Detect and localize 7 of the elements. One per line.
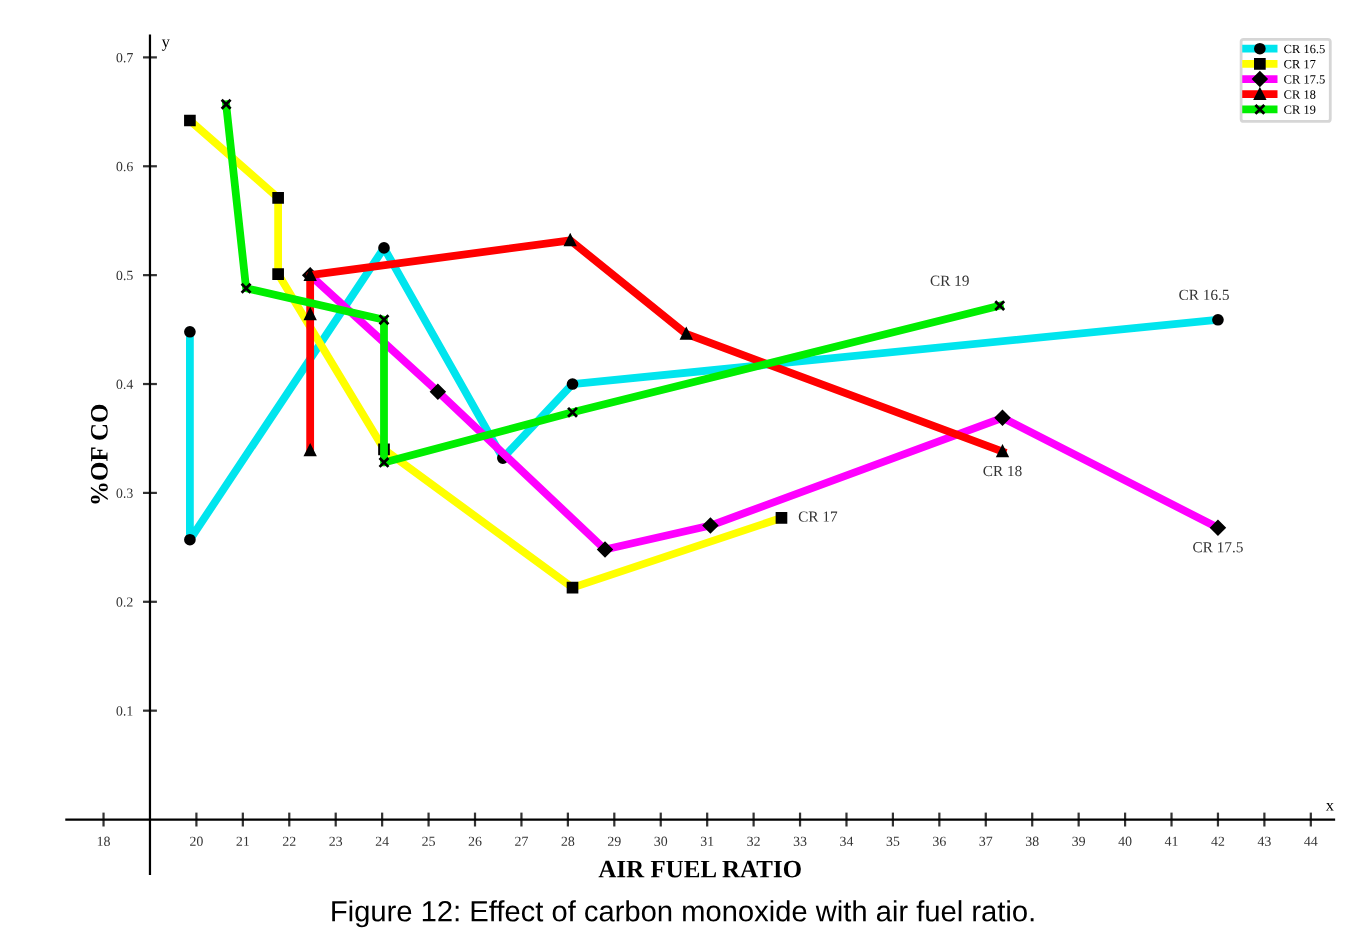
line-series [304, 234, 1009, 458]
line-series [220, 98, 1006, 469]
annotation: y [161, 39, 170, 51]
x-axis-title: AIR FUEL RATIO [598, 860, 801, 878]
y-axis-title: %OF CO [90, 404, 108, 504]
annotation: x [1325, 802, 1334, 811]
caption: Figure 12: Effect of carbon monoxide with air fuel ratio. [332, 900, 1034, 928]
